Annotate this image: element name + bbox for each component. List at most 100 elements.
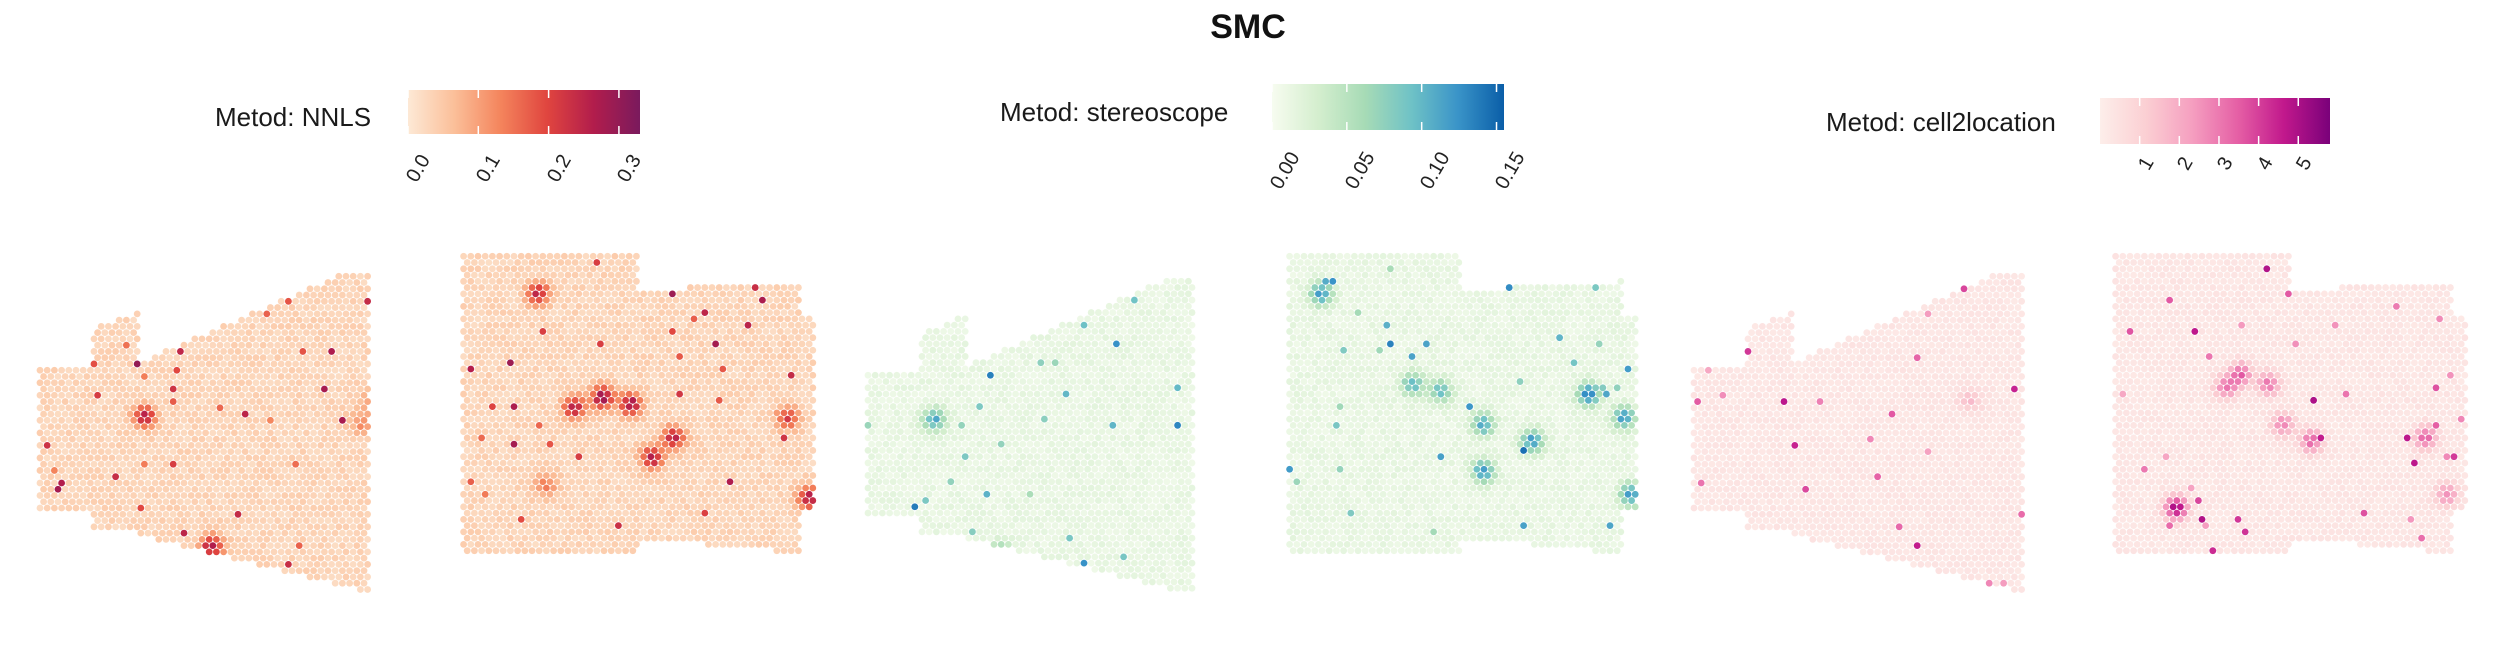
spot (784, 453, 791, 461)
spot (324, 279, 332, 286)
spot (990, 428, 998, 435)
spot (640, 290, 647, 298)
spot (618, 315, 626, 323)
spot (166, 454, 174, 462)
spot (651, 484, 658, 492)
spot (633, 478, 640, 486)
spot (784, 403, 791, 410)
spot (780, 472, 788, 479)
spot (997, 378, 1005, 385)
spot (690, 328, 698, 335)
spot (787, 472, 795, 479)
spot (162, 373, 170, 380)
spot (784, 515, 791, 523)
spot (961, 378, 969, 385)
spot (805, 415, 813, 423)
spot (546, 515, 554, 523)
spot (712, 490, 719, 498)
spot (604, 328, 611, 335)
spot (1116, 321, 1124, 329)
hemisphere-right (460, 252, 817, 555)
spot (1152, 359, 1160, 367)
spot (514, 547, 521, 555)
spot (1048, 453, 1055, 461)
spot (593, 547, 601, 555)
spot (507, 371, 514, 379)
spot (546, 503, 554, 511)
spot (76, 398, 83, 405)
spot (936, 384, 944, 392)
spot (1174, 284, 1181, 291)
spot (719, 353, 727, 360)
spot (353, 366, 361, 374)
spot (539, 541, 547, 548)
spot (87, 429, 94, 437)
spot (715, 359, 723, 367)
spot (1066, 472, 1073, 479)
spot (805, 328, 813, 335)
spot (499, 321, 507, 329)
spot (1134, 440, 1142, 448)
spot (564, 359, 572, 367)
spot (105, 398, 112, 405)
spot (101, 467, 109, 474)
spot (94, 404, 101, 412)
spot (43, 467, 51, 474)
spot (965, 409, 973, 417)
spot (159, 529, 166, 537)
spot (915, 434, 922, 442)
spot (593, 534, 601, 542)
spot (360, 567, 368, 575)
colorbar-gradient (408, 90, 640, 134)
spot (360, 316, 368, 324)
spot (1127, 378, 1135, 385)
spot (947, 390, 955, 398)
spot (951, 472, 958, 479)
spot (636, 484, 644, 492)
spot (252, 542, 260, 550)
spot (791, 440, 799, 448)
spot (313, 548, 321, 556)
spot (969, 390, 976, 398)
spot (288, 441, 296, 449)
spot (267, 304, 274, 311)
spot (1012, 415, 1019, 423)
spot (658, 447, 665, 454)
spot (503, 252, 511, 260)
spot (1131, 409, 1138, 417)
spot (478, 447, 485, 454)
spot (994, 472, 1001, 479)
spot (809, 409, 817, 417)
spot (223, 429, 231, 437)
spot (795, 534, 802, 542)
spot (83, 485, 91, 493)
spot (339, 316, 346, 324)
spot (597, 365, 604, 373)
spot (893, 384, 901, 392)
spot (331, 467, 339, 474)
spot (1167, 346, 1174, 354)
spot (324, 517, 332, 524)
spot (715, 472, 723, 479)
spot (751, 334, 759, 342)
spot (521, 371, 529, 379)
spot (579, 346, 586, 354)
spot (640, 503, 647, 511)
spot (489, 353, 496, 360)
spot (467, 453, 475, 461)
spot (184, 360, 192, 368)
spot (1059, 359, 1066, 367)
spot (535, 334, 543, 342)
spot (1145, 434, 1153, 442)
spot (886, 396, 893, 404)
spot (1080, 472, 1088, 479)
spot (288, 304, 296, 311)
spot (809, 421, 817, 429)
spot (532, 252, 539, 260)
spot (496, 440, 503, 448)
spot (499, 409, 507, 417)
spot (791, 428, 799, 436)
spot (180, 517, 188, 524)
spot (1163, 453, 1171, 461)
spot (159, 441, 166, 449)
